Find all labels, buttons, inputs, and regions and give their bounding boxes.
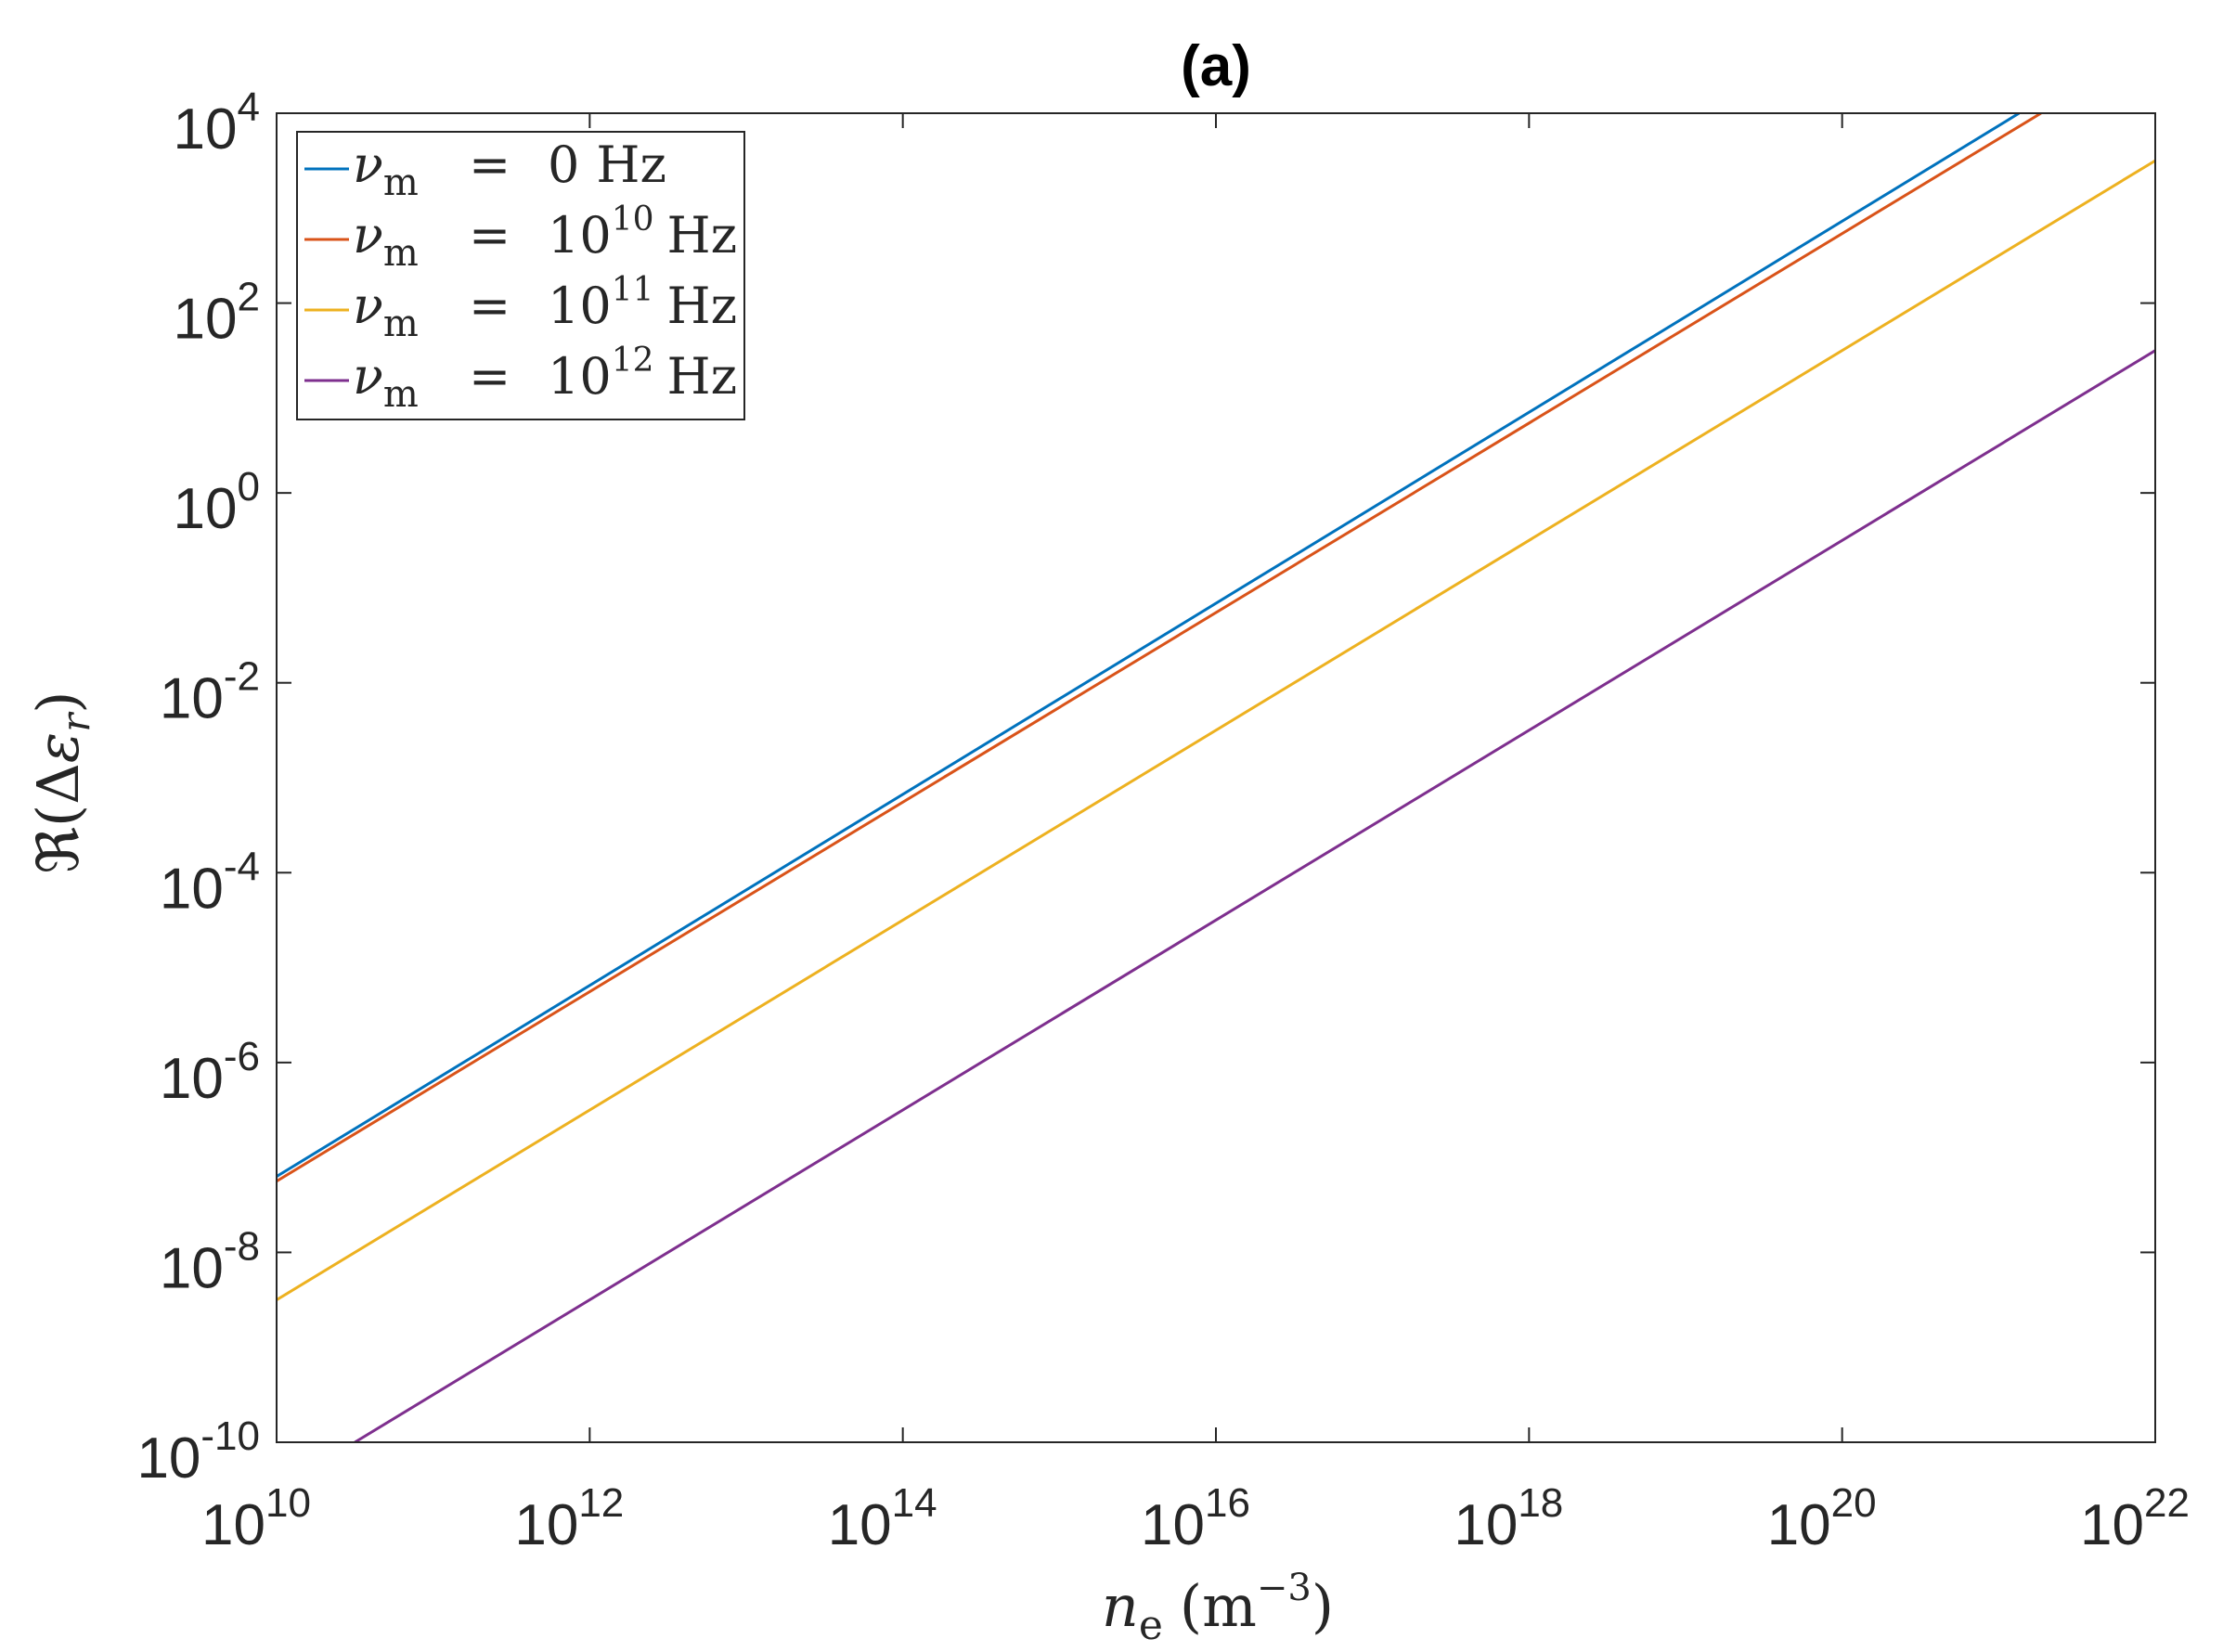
x-tick-base: 10 (1454, 1493, 1518, 1557)
y-tick-label: 100 (174, 464, 260, 541)
y-tick-base: 10 (174, 97, 238, 161)
x-tick-base: 10 (514, 1493, 578, 1557)
y-tick-base: 10 (174, 288, 238, 352)
y-tick-exp: -10 (200, 1413, 260, 1459)
x-tick-label: 1018 (1454, 1480, 1563, 1557)
y-tick-label: 102 (174, 275, 260, 352)
y-tick-base: 10 (160, 1236, 224, 1300)
x-tick-label: 1022 (2080, 1480, 2190, 1557)
y-tick-label: 10-2 (160, 654, 260, 731)
series-line-1 (277, 113, 2042, 1182)
x-tick-label: 1020 (1767, 1480, 1877, 1557)
y-axis-label: ℜ(Δεr) (24, 691, 98, 874)
y-tick-exp: 4 (238, 84, 260, 130)
x-label-unit-open: (m (1180, 1572, 1257, 1640)
y-label-sub: r (53, 711, 98, 732)
y-tick-label: 10-6 (160, 1034, 260, 1111)
y-tick-label: 104 (174, 84, 260, 161)
x-tick-exp: 16 (1205, 1480, 1250, 1526)
y-label-prefix: ℜ(Δ (24, 763, 92, 873)
y-tick-exp: -2 (224, 654, 260, 700)
x-tick-label: 1016 (1141, 1480, 1250, 1557)
y-tick-base: 10 (160, 667, 224, 731)
legend-label-0: νm = 0 Hz (353, 136, 666, 204)
x-tick-base: 10 (201, 1493, 265, 1557)
chart-title: (a) (1181, 34, 1251, 98)
y-tick-exp: 2 (238, 275, 260, 320)
legend-label-1: νm = 1010 Hz (353, 200, 737, 275)
series-line-3 (354, 349, 2155, 1442)
x-axis-label: ne (m−3) (1102, 1567, 1334, 1649)
y-label-suffix: ) (24, 691, 92, 714)
legend-label-3: νm = 1012 Hz (353, 342, 737, 416)
series-line-2 (277, 159, 2155, 1301)
x-tick-exp: 12 (578, 1480, 624, 1526)
x-label-sub: e (1139, 1602, 1163, 1649)
x-label-unit-exp: −3 (1257, 1567, 1312, 1609)
x-tick-base: 10 (1141, 1493, 1205, 1557)
x-tick-base: 10 (2080, 1493, 2144, 1557)
x-tick-exp: 22 (2144, 1480, 2190, 1526)
x-tick-label: 1012 (514, 1480, 624, 1557)
ticks: 1010 1012 1014 1016 1018 1020 102210410210010-… (136, 84, 2190, 1557)
y-tick-label: 10-10 (136, 1413, 260, 1491)
x-label-main: n (1102, 1572, 1139, 1640)
x-tick-exp: 20 (1831, 1480, 1877, 1526)
y-tick-exp: 0 (238, 464, 260, 510)
y-tick-base: 10 (160, 1047, 224, 1111)
y-label-symbol: ε (24, 732, 92, 763)
plot-lines (277, 113, 2155, 1442)
x-tick-label: 1014 (828, 1480, 937, 1557)
series-line-0 (277, 113, 2021, 1178)
x-tick-exp: 18 (1518, 1480, 1563, 1526)
y-tick-label: 10-4 (160, 844, 260, 921)
legend-label-2: νm = 1011 Hz (353, 271, 737, 345)
x-tick-base: 10 (828, 1493, 892, 1557)
x-label-unit-close: ) (1312, 1572, 1334, 1640)
y-tick-exp: -4 (224, 844, 260, 889)
x-tick-base: 10 (1767, 1493, 1831, 1557)
y-tick-label: 10-8 (160, 1223, 260, 1300)
y-tick-base: 10 (160, 857, 224, 921)
y-tick-exp: -8 (224, 1223, 260, 1269)
legend-box (296, 131, 745, 420)
x-tick-exp: 14 (892, 1480, 937, 1526)
x-tick-label: 1010 (201, 1480, 311, 1557)
y-tick-exp: -6 (224, 1034, 260, 1079)
y-tick-base: 10 (136, 1426, 200, 1491)
y-tick-base: 10 (174, 477, 238, 541)
x-tick-exp: 10 (265, 1480, 311, 1526)
